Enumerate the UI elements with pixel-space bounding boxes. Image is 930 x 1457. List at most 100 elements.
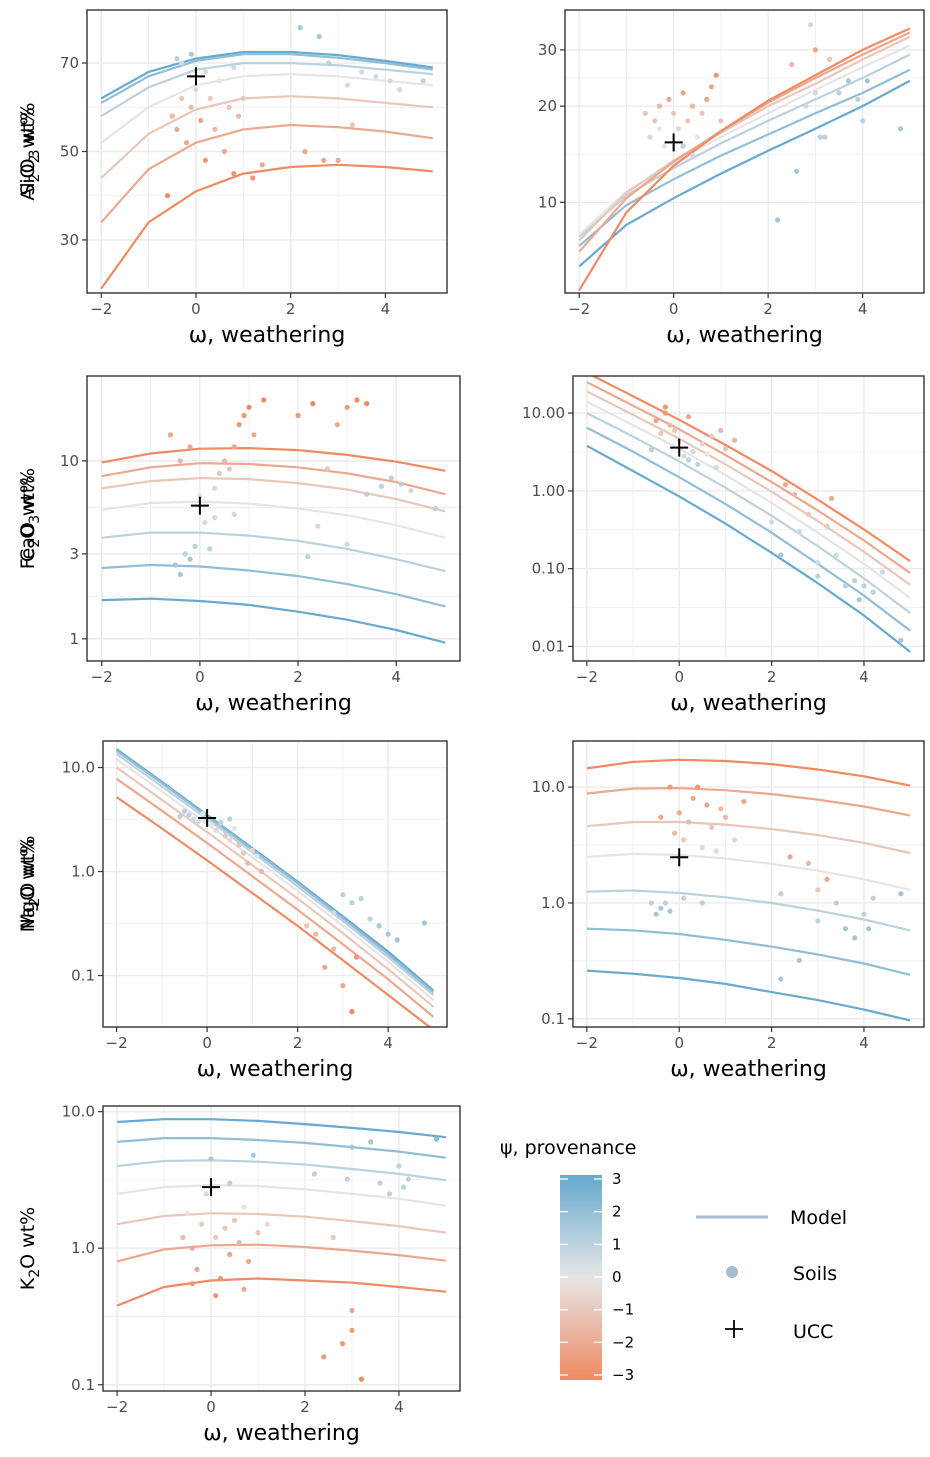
soil-point: [803, 103, 809, 109]
model-line: [586, 969, 911, 1022]
model-line: [586, 927, 911, 976]
x-axis-label: ω, weathering: [670, 691, 827, 716]
x-tick-label: 4: [858, 300, 868, 318]
soil-point: [695, 461, 701, 467]
y-tick-label: 1.0: [541, 894, 565, 912]
soil-point: [695, 784, 701, 790]
colorbar-tick-label: 0: [612, 1268, 622, 1286]
model-line: [101, 462, 446, 496]
soil-point: [870, 589, 876, 595]
y-axis-label-text: O wt%: [17, 836, 39, 898]
soil-point: [676, 810, 682, 816]
soil-point: [385, 931, 391, 937]
x-tick-label: −2: [106, 1398, 128, 1416]
model-line: [115, 796, 432, 1027]
soil-point: [316, 33, 322, 40]
y-axis-label-subscript: 2: [27, 539, 43, 548]
soil-point: [261, 397, 267, 403]
soil-point: [805, 511, 812, 517]
soil-point: [231, 511, 237, 517]
soil-point: [870, 895, 876, 901]
soil-point: [212, 126, 218, 132]
soil-point: [353, 954, 360, 960]
soil-point: [897, 126, 904, 132]
soil-point: [194, 1266, 200, 1272]
soil-point: [258, 868, 264, 875]
soil-point: [213, 1234, 219, 1240]
model-line: [116, 1277, 447, 1307]
soil-point: [769, 519, 775, 525]
x-tick-label: 2: [767, 668, 777, 686]
soil-point: [179, 60, 185, 66]
soil-point: [189, 1245, 195, 1251]
soil-point: [340, 983, 346, 989]
model-line: [115, 749, 435, 994]
soil-point: [685, 819, 692, 825]
soil-point: [898, 891, 904, 897]
y-tick-label: 0.1: [71, 1376, 95, 1394]
y-tick-label: 10.0: [62, 759, 95, 777]
soil-point: [221, 148, 227, 155]
y-axis-label-text: O wt%: [17, 1207, 39, 1269]
soil-point: [218, 820, 224, 827]
model-line: [115, 753, 435, 996]
soil-point: [324, 466, 331, 472]
x-tick-label: 2: [763, 300, 773, 318]
x-tick-label: 4: [859, 668, 869, 686]
soil-point: [167, 432, 173, 438]
soil-point: [718, 427, 724, 433]
soil-point: [405, 1176, 411, 1182]
soil-point: [722, 814, 729, 820]
y-axis-label-subscript: 2: [27, 898, 43, 907]
soil-point: [189, 1281, 195, 1287]
soil-point: [179, 95, 185, 101]
soil-point: [667, 422, 673, 428]
soil-point: [349, 122, 355, 128]
soil-point: [311, 1171, 317, 1177]
model-line: [100, 53, 433, 104]
x-tick-label: 4: [383, 1034, 393, 1052]
soil-point: [354, 397, 360, 403]
soil-point: [177, 571, 183, 578]
soil-point: [829, 495, 835, 501]
model-line: [101, 563, 446, 608]
soil-point: [662, 404, 669, 410]
ucc-marker: [186, 67, 205, 86]
soil-point: [685, 118, 691, 124]
x-tick-label: 4: [394, 1398, 404, 1416]
model-line: [116, 1159, 447, 1182]
soil-point: [704, 96, 710, 102]
y-axis-label-text: Na: [17, 907, 39, 933]
soil-point: [305, 553, 311, 560]
grid: [87, 376, 460, 661]
soil-point: [845, 78, 852, 84]
y-tick-label: 1.0: [71, 1239, 95, 1257]
soil-point: [222, 1225, 228, 1231]
soil-point: [704, 802, 710, 808]
model-line: [100, 72, 433, 144]
soil-point: [331, 946, 337, 952]
soil-point: [713, 848, 719, 854]
soil-point: [221, 458, 227, 464]
soil-point: [331, 910, 337, 916]
soil-point: [667, 784, 673, 790]
soil-point: [236, 113, 242, 119]
y-axis-label-subscript: 2: [27, 154, 43, 163]
soil-point: [212, 485, 218, 491]
soil-point: [793, 168, 800, 174]
panel-border: [102, 740, 448, 1028]
model-line: [586, 444, 911, 653]
soil-point: [860, 118, 866, 124]
grid: [103, 741, 447, 1027]
y-axis-label-text: O: [17, 158, 39, 173]
y-axis-label-text: CaO wt%: [17, 475, 39, 562]
x-tick-label: 2: [300, 1398, 310, 1416]
soil-point: [421, 920, 427, 926]
soil-point: [349, 1307, 355, 1314]
soil-point: [713, 464, 719, 471]
y-axis-label-text: wt%: [17, 102, 39, 149]
soil-point: [297, 25, 303, 31]
soil-point: [217, 78, 223, 84]
x-tick-label: 2: [286, 300, 296, 318]
